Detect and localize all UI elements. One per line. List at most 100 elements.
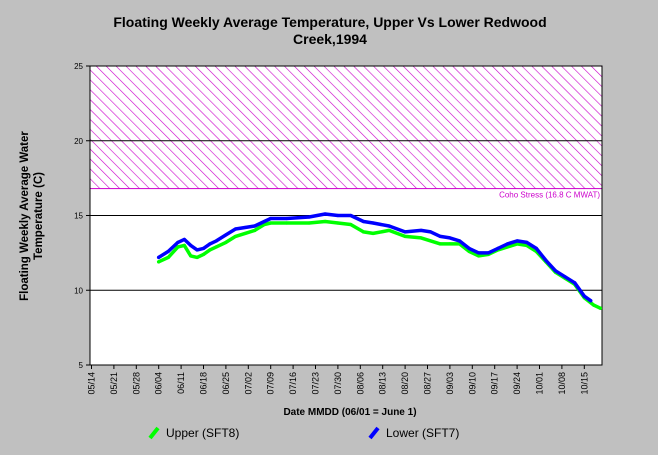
series-point-upper xyxy=(195,255,199,259)
y-tick-label-5: 5 xyxy=(79,361,84,370)
series-point-lower xyxy=(553,269,558,273)
legend-upper-swatch-icon xyxy=(148,426,160,440)
x-tick-label-07-30: 07/30 xyxy=(333,372,343,395)
series-point-lower xyxy=(467,246,471,250)
series-point-lower xyxy=(166,249,170,253)
legend-item-upper: Upper (SFT8) xyxy=(148,424,239,442)
series-point-lower xyxy=(214,239,218,243)
series-point-lower xyxy=(429,230,433,234)
series-point-lower xyxy=(486,251,490,255)
y-tick-label-20: 20 xyxy=(74,137,83,146)
legend-upper-label: Upper (SFT8) xyxy=(166,426,240,440)
series-point-upper xyxy=(285,221,289,225)
x-tick-label-05-28: 05/28 xyxy=(131,372,141,395)
series-point-upper xyxy=(201,252,206,256)
series-point-lower xyxy=(224,233,228,237)
series-point-upper xyxy=(166,255,170,259)
threshold-label: Coho Stress (16.8 C MWAT) xyxy=(499,191,600,200)
x-tick-label-10-08: 10/08 xyxy=(557,372,567,395)
series-point-lower xyxy=(253,224,257,228)
series-point-lower xyxy=(195,248,199,252)
y-tick-label-25: 25 xyxy=(74,62,83,71)
series-point-upper xyxy=(224,240,228,245)
x-tick-label-09-17: 09/17 xyxy=(490,372,500,395)
series-point-lower xyxy=(505,242,510,246)
x-axis-label: Date MMDD (06/01 = June 1) xyxy=(283,407,417,418)
x-tick-label-05-14: 05/14 xyxy=(87,372,97,395)
series-point-lower xyxy=(477,251,481,255)
series-point-upper xyxy=(477,254,481,258)
series-point-lower xyxy=(336,213,340,218)
series-point-upper xyxy=(387,228,391,233)
x-tick-label-10-15: 10/15 xyxy=(579,372,589,395)
x-tick-label-07-09: 07/09 xyxy=(266,372,276,395)
series-point-lower xyxy=(525,240,529,245)
series-point-lower xyxy=(403,230,407,234)
series-point-upper xyxy=(419,236,423,240)
series-point-lower xyxy=(457,239,462,243)
series-point-upper xyxy=(598,306,602,310)
series-point-upper xyxy=(176,245,180,249)
series-point-upper xyxy=(403,234,407,239)
series-point-upper xyxy=(243,231,247,236)
x-tick-label-10-01: 10/01 xyxy=(535,372,545,395)
x-tick-label-06-18: 06/18 xyxy=(199,372,209,395)
y-tick-label-10: 10 xyxy=(74,286,83,295)
series-point-upper xyxy=(592,303,596,307)
series-point-upper xyxy=(182,243,186,247)
series-point-lower xyxy=(285,216,289,221)
legend-lower-swatch-icon xyxy=(368,426,380,440)
series-point-lower xyxy=(589,299,593,303)
series-point-upper xyxy=(438,242,442,246)
series-point-lower xyxy=(534,246,538,250)
x-tick-label-07-23: 07/23 xyxy=(311,372,321,395)
series-point-upper xyxy=(269,221,273,225)
series-point-lower xyxy=(582,294,586,298)
series-point-lower xyxy=(157,255,161,259)
x-tick-label-07-02: 07/02 xyxy=(243,372,253,395)
series-point-upper xyxy=(429,239,433,243)
series-point-upper xyxy=(189,254,193,258)
series-point-lower xyxy=(496,246,500,250)
x-tick-label-08-27: 08/27 xyxy=(423,372,433,395)
x-tick-label-09-24: 09/24 xyxy=(512,372,522,395)
series-point-upper xyxy=(361,230,366,234)
chart-title-line-2: Creek,1994 xyxy=(293,31,367,47)
x-tick-label-08-20: 08/20 xyxy=(400,372,410,395)
series-point-lower xyxy=(563,275,567,279)
threshold-band xyxy=(89,65,603,190)
series-point-lower xyxy=(349,213,353,218)
series-point-upper xyxy=(253,228,257,233)
series-point-lower xyxy=(419,228,423,233)
chart-title: Floating Weekly Average Temperature, Upp… xyxy=(60,14,600,48)
series-point-upper xyxy=(349,222,353,227)
legend-item-lower: Lower (SFT7) xyxy=(368,424,459,442)
series-point-upper xyxy=(214,245,218,249)
series-point-upper xyxy=(233,234,238,239)
series-point-lower xyxy=(233,227,238,231)
series-point-lower xyxy=(438,234,442,239)
series-point-lower xyxy=(307,215,311,219)
series-point-lower xyxy=(182,237,186,242)
series-point-lower xyxy=(323,212,327,216)
x-tick-label-09-10: 09/10 xyxy=(467,372,477,395)
series-point-lower xyxy=(448,236,452,240)
series-point-lower xyxy=(544,258,548,262)
series-point-lower xyxy=(269,216,273,221)
series-point-upper xyxy=(323,219,327,224)
series-point-upper xyxy=(336,221,340,225)
series-point-upper xyxy=(448,242,452,246)
series-point-lower xyxy=(515,239,519,243)
series-point-lower xyxy=(243,225,247,230)
x-tick-label-07-16: 07/16 xyxy=(288,372,298,395)
x-tick-label-08-13: 08/13 xyxy=(378,372,388,395)
series-point-upper xyxy=(515,242,519,246)
series-point-lower xyxy=(387,224,391,228)
x-tick-label-06-25: 06/25 xyxy=(221,372,231,395)
y-tick-label-15: 15 xyxy=(74,212,83,221)
series-point-upper xyxy=(371,231,375,236)
x-tick-label-06-04: 06/04 xyxy=(154,372,164,395)
chart-title-line-1: Floating Weekly Average Temperature, Upp… xyxy=(113,14,547,30)
series-point-lower xyxy=(176,240,180,245)
